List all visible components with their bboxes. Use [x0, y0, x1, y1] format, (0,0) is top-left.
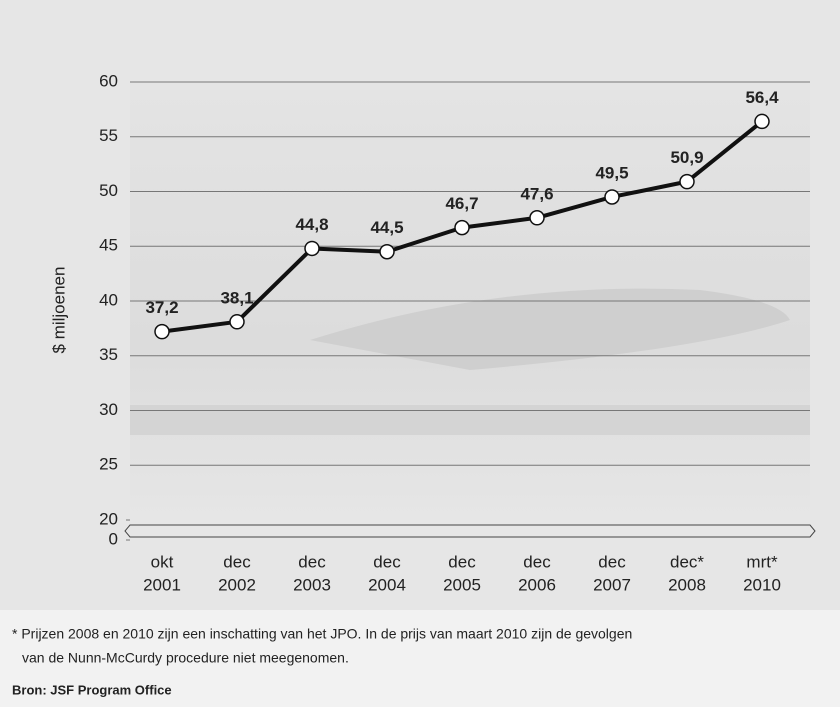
y-tick-label: 30: [99, 400, 118, 419]
y-tick-label: 55: [99, 126, 118, 145]
y-tick-label: 60: [99, 71, 118, 90]
y-axis-label: $ miljoenen: [49, 267, 68, 354]
marker: [454, 219, 470, 236]
x-tick-label: okt: [151, 552, 174, 571]
x-tick-label: dec*: [670, 552, 704, 571]
jet-silhouette: [310, 288, 790, 370]
marker: [679, 173, 695, 190]
value-label: 56,4: [745, 88, 779, 107]
value-label: 38,1: [220, 288, 253, 307]
y-tick-label: 25: [99, 455, 118, 474]
x-tick-label: dec: [448, 552, 476, 571]
y-tick-label: 40: [99, 290, 118, 309]
value-label: 37,2: [145, 298, 178, 317]
value-label: 47,6: [520, 184, 553, 203]
x-tick-label: dec: [298, 552, 326, 571]
source: Bron: JSF Program Office: [12, 682, 172, 697]
value-label: 44,5: [370, 218, 403, 237]
x-tick-label: 2007: [593, 575, 631, 594]
x-tick-label: mrt*: [746, 552, 778, 571]
y-tick-label: 0: [109, 529, 118, 548]
y-tick-label: 20: [99, 509, 118, 528]
x-tick-label: 2003: [293, 575, 331, 594]
marker: [229, 314, 245, 330]
x-tick-label: 2001: [143, 575, 181, 594]
y-tick-label: 45: [99, 236, 118, 255]
x-tick-label: 2008: [668, 575, 706, 594]
x-tick-label: dec: [223, 552, 251, 571]
x-tick-label: 2004: [368, 575, 406, 594]
marker: [379, 243, 395, 260]
marker: [604, 189, 620, 205]
marker: [529, 210, 545, 226]
y-tick-label: 50: [99, 181, 118, 200]
x-tick-label: 2005: [443, 575, 481, 594]
x-tick-label: dec: [523, 552, 551, 571]
value-label: 49,5: [595, 163, 628, 182]
value-label: 50,9: [670, 148, 703, 167]
x-tick-label: dec: [373, 552, 401, 571]
marker: [304, 240, 320, 257]
value-label: 44,8: [295, 215, 328, 234]
runway: [130, 405, 810, 435]
footnote: * Prijzen 2008 en 2010 zijn een inschatt…: [12, 626, 632, 642]
x-tick-label: 2010: [743, 575, 781, 594]
footer: [0, 610, 840, 707]
marker: [154, 323, 170, 340]
axis-break: [124, 524, 816, 538]
x-tick-label: 2002: [218, 575, 256, 594]
x-tick-label: 2006: [518, 575, 556, 594]
footnote: van de Nunn-McCurdy procedure niet meege…: [22, 650, 349, 666]
y-tick-label: 35: [99, 345, 118, 364]
value-label: 46,7: [445, 194, 478, 213]
x-tick-label: dec: [598, 552, 626, 571]
marker: [754, 113, 770, 130]
